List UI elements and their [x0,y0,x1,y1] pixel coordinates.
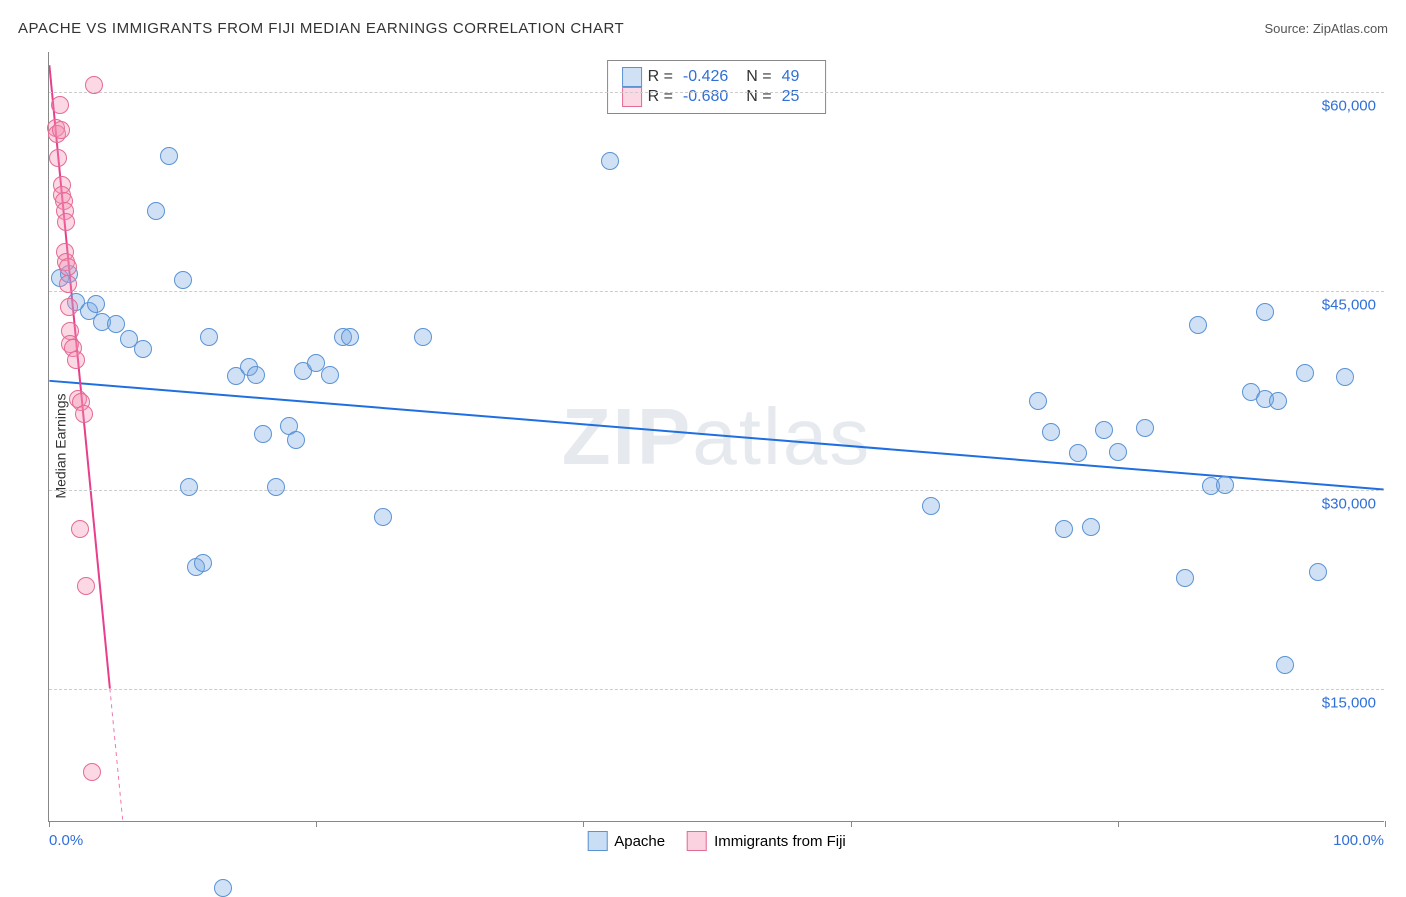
trend-lines-layer [49,52,1384,821]
data-point [414,328,432,346]
correlation-legend: R = -0.426 N = 49 R = -0.680 N = 25 [607,60,827,114]
data-point [601,152,619,170]
data-point [247,366,265,384]
data-point [85,76,103,94]
data-point [75,405,93,423]
legend-label: Apache [614,833,665,850]
data-point [1276,656,1294,674]
x-axis-max-label: 100.0% [1333,832,1384,849]
legend-item: Immigrants from Fiji [687,831,846,851]
data-point [1256,303,1274,321]
legend-swatch [622,87,642,107]
x-tick [1118,821,1119,827]
chart-header: APACHE VS IMMIGRANTS FROM FIJI MEDIAN EA… [18,20,1388,37]
data-point [374,508,392,526]
data-point [1269,392,1287,410]
data-point [87,295,105,313]
y-tick-label: $30,000 [1322,496,1376,513]
x-tick [851,821,852,827]
correlation-row: R = -0.680 N = 25 [622,87,812,107]
data-point [71,520,89,538]
data-point [1309,563,1327,581]
data-point [1082,518,1100,536]
data-point [180,478,198,496]
y-tick-label: $45,000 [1322,296,1376,313]
data-point [1109,443,1127,461]
legend-swatch [587,831,607,851]
legend-label: Immigrants from Fiji [714,833,846,850]
gridline [49,92,1384,93]
y-tick-label: $60,000 [1322,97,1376,114]
x-tick [316,821,317,827]
data-point [254,425,272,443]
gridline [49,291,1384,292]
data-point [134,340,152,358]
N-value: 25 [782,88,800,106]
R-label: R = [648,68,673,86]
data-point [67,351,85,369]
data-point [1095,421,1113,439]
data-point [214,879,232,897]
chart-source: Source: ZipAtlas.com [1264,21,1388,36]
x-tick [583,821,584,827]
data-point [60,298,78,316]
gridline [49,689,1384,690]
data-point [1336,368,1354,386]
legend-swatch [622,67,642,87]
N-value: 49 [782,68,800,86]
chart-title: APACHE VS IMMIGRANTS FROM FIJI MEDIAN EA… [18,20,624,37]
x-axis-min-label: 0.0% [49,832,83,849]
series-legend: Apache Immigrants from Fiji [587,831,846,851]
data-point [194,554,212,572]
data-point [51,96,69,114]
data-point [321,366,339,384]
y-tick-label: $15,000 [1322,695,1376,712]
data-point [59,275,77,293]
x-tick [49,821,50,827]
data-point [1136,419,1154,437]
data-point [59,258,77,276]
R-value: -0.426 [683,68,728,86]
data-point [200,328,218,346]
chart-plot-area: ZIPatlas R =-0.426N =49R =-0.680N =25 Ap… [48,52,1384,822]
N-label: N = [746,68,771,86]
data-point [267,478,285,496]
data-point [287,431,305,449]
data-point [160,147,178,165]
legend-item: Apache [587,831,665,851]
data-point [1042,423,1060,441]
data-point [174,271,192,289]
N-label: N = [746,88,771,106]
data-point [52,121,70,139]
data-point [1055,520,1073,538]
data-point [107,315,125,333]
x-tick [1385,821,1386,827]
gridline [49,490,1384,491]
data-point [922,497,940,515]
data-point [1029,392,1047,410]
correlation-row: R = -0.426 N = 49 [622,67,812,87]
data-point [1216,476,1234,494]
data-point [341,328,359,346]
R-value: -0.680 [683,88,728,106]
data-point [147,202,165,220]
data-point [49,149,67,167]
data-point [1296,364,1314,382]
watermark: ZIPatlas [562,391,871,483]
data-point [77,577,95,595]
data-point [1176,569,1194,587]
data-point [57,213,75,231]
legend-swatch [687,831,707,851]
data-point [1189,316,1207,334]
R-label: R = [648,88,673,106]
data-point [1069,444,1087,462]
data-point [83,763,101,781]
